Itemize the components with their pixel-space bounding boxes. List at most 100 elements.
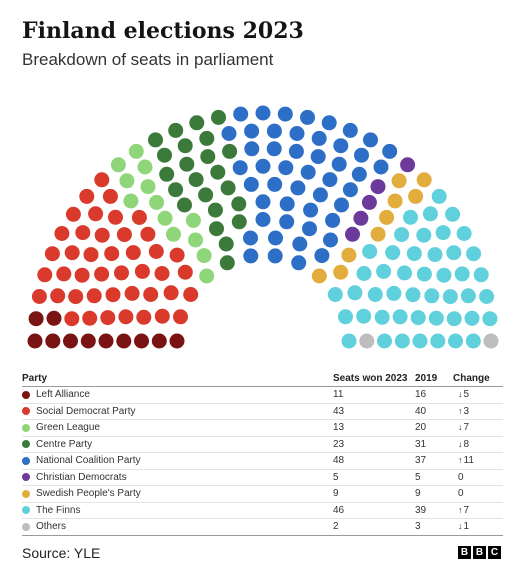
change-value: 0 xyxy=(458,471,464,483)
seat-dot xyxy=(334,197,349,213)
party-color-dot xyxy=(22,506,30,515)
seat-dot xyxy=(479,289,495,304)
arrow-down-icon: ↓ xyxy=(458,389,463,400)
seat-dot xyxy=(435,225,451,241)
seat-dot xyxy=(209,221,224,237)
seats-2019: 5 xyxy=(415,471,421,483)
seat-dot xyxy=(134,333,149,349)
results-table: Party Seats won 2023 2019 Change Left Al… xyxy=(22,370,503,536)
seat-dot xyxy=(376,263,392,279)
table-row: Social Democrat Party 43 40 ↑3 xyxy=(22,404,503,420)
seat-dot xyxy=(351,166,367,182)
seat-dot xyxy=(50,288,66,304)
seat-dot xyxy=(149,194,165,210)
party-color-dot xyxy=(22,423,30,432)
seat-dot xyxy=(177,264,193,280)
party-name: Social Democrat Party xyxy=(36,405,136,417)
seat-dot xyxy=(397,265,412,281)
seat-dot xyxy=(370,226,386,242)
seat-dot xyxy=(311,130,327,146)
seat-dot xyxy=(255,194,271,210)
seat-dot xyxy=(446,245,462,261)
header-2019: 2019 xyxy=(415,372,438,384)
seat-dot xyxy=(342,182,358,198)
seats-2023: 23 xyxy=(333,438,345,450)
header-seats: Seats won 2023 xyxy=(333,372,408,384)
logo-letter: B xyxy=(458,546,471,559)
seat-dot xyxy=(400,157,416,173)
seat-dot xyxy=(94,266,110,282)
seat-dot xyxy=(83,247,99,263)
seat-dot xyxy=(427,247,443,263)
seat-dot xyxy=(408,188,424,204)
seat-dot xyxy=(483,333,499,349)
seat-dot xyxy=(136,309,152,325)
seat-dot xyxy=(314,248,330,264)
seat-dot xyxy=(154,308,170,324)
party-color-dot xyxy=(22,456,30,465)
seat-dot xyxy=(367,287,383,302)
seats-2023: 9 xyxy=(333,488,339,500)
seat-dot xyxy=(185,212,201,228)
party-color-dot xyxy=(22,390,30,399)
seat-dot xyxy=(45,333,61,349)
change-value: 1 xyxy=(463,521,470,533)
seat-dot xyxy=(188,232,203,248)
seat-dot xyxy=(354,147,369,163)
seat-dot xyxy=(179,156,195,172)
seat-dot xyxy=(233,106,249,122)
party-name: The Finns xyxy=(36,504,81,516)
party-name: Green League xyxy=(36,422,100,434)
seat-dot xyxy=(100,310,116,326)
party-name: Others xyxy=(36,521,67,533)
seat-dot xyxy=(243,176,259,192)
seat-dot xyxy=(428,310,444,326)
seat-dot xyxy=(94,227,110,243)
seat-dot xyxy=(278,160,294,176)
seat-dot xyxy=(65,206,81,222)
seats-2023: 5 xyxy=(333,471,339,483)
seat-dot xyxy=(169,247,185,263)
seat-dot xyxy=(125,245,141,261)
seat-dot xyxy=(94,172,110,188)
chart-title: Finland elections 2023 xyxy=(22,18,304,44)
seat-dot xyxy=(416,227,432,243)
seat-dot xyxy=(157,147,172,163)
seat-dot xyxy=(325,212,341,228)
seats-2023: 11 xyxy=(333,389,344,401)
party-cell: Centre Party xyxy=(22,439,333,450)
seat-dot xyxy=(465,333,481,349)
seat-dot xyxy=(119,173,135,189)
logo-letter: B xyxy=(473,546,486,559)
seat-dot xyxy=(391,173,407,189)
seat-dot xyxy=(28,311,44,327)
seats-2023: 2 xyxy=(333,521,339,533)
seat-dot xyxy=(199,130,215,146)
seat-dot xyxy=(140,179,156,195)
seat-dot xyxy=(222,143,238,159)
seat-dot xyxy=(363,132,378,148)
seat-dot xyxy=(168,122,184,138)
change-value: 0 xyxy=(458,488,464,500)
seat-dot xyxy=(289,126,305,141)
arrow-down-icon: ↓ xyxy=(458,422,463,433)
seat-hemicycle xyxy=(27,105,499,349)
seat-dot xyxy=(255,212,271,227)
seat-dot xyxy=(387,193,403,209)
change-value: 8 xyxy=(463,438,470,450)
seat-dot xyxy=(37,267,53,283)
seat-dot xyxy=(279,214,295,230)
seat-dot xyxy=(134,263,150,279)
party-color-dot xyxy=(22,489,30,498)
seat-change: 0 xyxy=(453,488,503,499)
seat-dot xyxy=(173,309,188,325)
seat-dot xyxy=(189,115,205,131)
seat-dot xyxy=(98,333,114,349)
seat-dot xyxy=(128,143,144,159)
seat-dot xyxy=(116,227,132,243)
seat-dot xyxy=(288,143,304,159)
party-name: Centre Party xyxy=(36,438,93,450)
seat-dot xyxy=(266,123,282,139)
party-name: Left Alliance xyxy=(36,389,90,401)
seat-dot xyxy=(108,209,123,225)
